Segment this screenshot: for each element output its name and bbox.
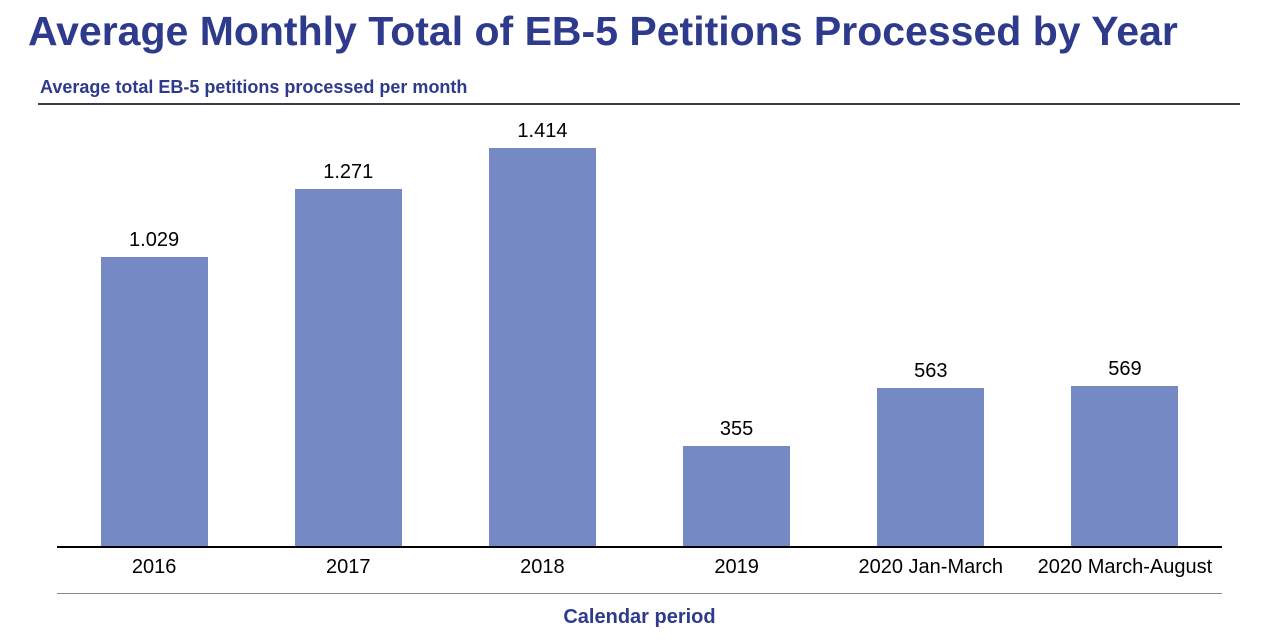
bar [1071, 386, 1179, 546]
x-axis-tick-labels: 2016 2017 2018 2019 2020 Jan-March 2020 March… [57, 556, 1222, 579]
x-axis-tick-label: 2016 [131, 556, 177, 578]
bar [488, 148, 596, 546]
x-axis-tick-label: 2018 [520, 556, 565, 578]
bar-column: 1.271 [251, 161, 445, 546]
axis-footer-divider-line [57, 593, 1222, 594]
bar-value-label: 355 [719, 418, 754, 440]
page-title: Average Monthly Total of EB-5 Petitions … [28, 8, 1178, 54]
bar-column: 355 [640, 418, 834, 546]
bar-column: 1.414 [445, 120, 639, 546]
bar-value-label: 1.271 [323, 161, 374, 183]
bar-value-label: 569 [1108, 358, 1142, 380]
bar [294, 189, 402, 546]
x-axis-tick-label: 2020 March-August [1037, 556, 1213, 578]
chart-subtitle: Average total EB-5 petitions processed p… [40, 77, 468, 97]
bar-value-label: 1.414 [517, 120, 568, 142]
bar [877, 388, 985, 546]
bar-column: 563 [834, 360, 1028, 546]
x-axis-tick-label: 2017 [326, 556, 371, 578]
bar [100, 257, 208, 546]
subtitle-divider-line [38, 103, 1240, 105]
plot-area: 1.029 1.271 1.414 355 563 569 [57, 115, 1222, 548]
bar-column: 1.029 [57, 229, 251, 546]
bar-value-label: 1.029 [129, 229, 180, 251]
bar-value-label: 563 [914, 360, 948, 382]
bar [683, 446, 791, 546]
x-axis-tick-label: 2020 Jan-March [858, 556, 1004, 578]
bar-column: 569 [1028, 358, 1222, 546]
x-axis-title: Calendar period [563, 606, 716, 628]
x-axis-tick-label: 2019 [714, 556, 759, 578]
